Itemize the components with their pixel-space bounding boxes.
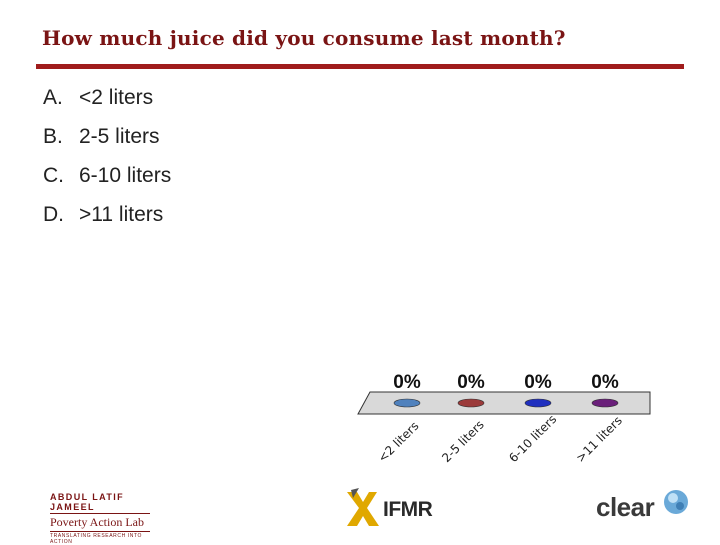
bar-value-label: 0% [393, 372, 421, 393]
jpal-logo-line2: Poverty Action Lab [50, 515, 144, 529]
bar-value-label: 0% [524, 372, 552, 393]
option-text: >11 liters [79, 203, 164, 226]
category-tick-label: 6-10 liters [506, 412, 559, 465]
category-tick-label: <2 liters [375, 419, 421, 465]
bar-value-label: 0% [591, 372, 619, 393]
option-text: 2-5 liters [79, 125, 160, 148]
title-divider [36, 64, 684, 69]
category-tick-label: 2-5 liters [439, 417, 487, 465]
ifmr-logo: IFMR [343, 488, 443, 532]
jpal-logo-line3: TRANSLATING RESEARCH INTO ACTION [50, 533, 143, 545]
jpal-logo: ABDUL LATIF JAMEEL Poverty Action Lab TR… [50, 492, 150, 545]
option-letter: D. [43, 203, 64, 226]
bar [591, 398, 619, 408]
bar [457, 398, 485, 408]
globe-icon [664, 490, 688, 514]
option-letter: C. [43, 164, 64, 187]
bar [393, 398, 421, 408]
clear-logo-text: clear [596, 492, 655, 522]
option-c: C. 6-10 liters [43, 164, 171, 203]
chart-floor [357, 391, 651, 415]
option-d: D. >11 liters [43, 203, 171, 242]
ifmr-logo-text: IFMR [383, 498, 433, 521]
bar-value-label: 0% [457, 372, 485, 393]
response-chart: 0% <2 liters 0% 2-5 liters 0% 6-10 liters 0% >1… [357, 372, 651, 465]
page-title: How much juice did you consume last mont… [42, 26, 566, 50]
clear-logo: clear [596, 488, 691, 536]
answer-options: A. <2 liters B. 2-5 liters C. 6-10 liter… [43, 86, 171, 242]
category-tick-label: >11 liters [573, 413, 625, 465]
bar [524, 398, 552, 408]
option-letter: B. [43, 125, 63, 148]
jpal-logo-line1: ABDUL LATIF JAMEEL [50, 492, 125, 512]
option-text: <2 liters [79, 86, 154, 109]
option-a: A. <2 liters [43, 86, 171, 125]
option-letter: A. [43, 86, 63, 109]
option-text: 6-10 liters [79, 164, 172, 187]
ifmr-mark-icon [347, 488, 379, 526]
option-b: B. 2-5 liters [43, 125, 171, 164]
